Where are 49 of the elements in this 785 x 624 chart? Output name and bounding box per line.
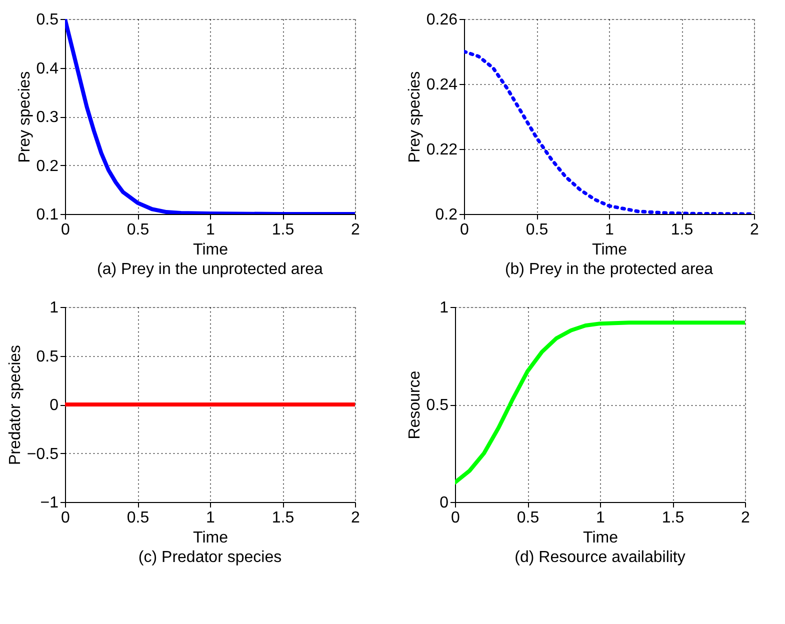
line-series [455, 320, 745, 484]
y-tick-label: 0.1 [36, 206, 59, 224]
y-tick-label: 0.2 [435, 206, 458, 224]
y-tick-label: 1 [50, 300, 59, 316]
x-tick-label: 2 [741, 510, 750, 526]
x-tick-label: 2 [750, 222, 760, 238]
x-tick-label: 1.5 [670, 222, 694, 238]
x-tick-label: 0.5 [516, 510, 540, 526]
y-axis-title: Predator species [6, 344, 24, 466]
y-tick-label: 0 [440, 494, 449, 512]
y-tick-label: 0.24 [426, 76, 458, 94]
x-tick-label: 2 [351, 222, 360, 238]
y-tick-label: 0.22 [426, 142, 458, 158]
x-axis-title: Time [193, 530, 228, 546]
y-tick-label: 0.26 [426, 12, 458, 28]
x-tick-label: 1.5 [272, 222, 294, 238]
y-tick-label: 0.5 [36, 12, 59, 28]
y-tick-label: 0.2 [36, 158, 59, 175]
x-tick-label: 1 [605, 222, 614, 238]
y-tick-label: 0.4 [36, 60, 59, 78]
y-tick-label: −1 [40, 494, 59, 512]
text: (b) Prey in the protected area [504, 261, 714, 278]
x-tick-label: 1 [206, 510, 216, 526]
text: (d) Resource availability [514, 549, 686, 566]
y-axis-title: Prey species [406, 71, 424, 163]
x-axis-title: Time [193, 242, 228, 258]
x-tick-label: 0 [460, 222, 470, 238]
x-tick-label: 1 [206, 222, 216, 238]
y-axis-title: Resource [406, 370, 424, 440]
x-tick-label: 0 [61, 510, 70, 526]
y-tick-label: 1 [440, 300, 449, 316]
x-tick-label: 0.5 [126, 222, 150, 238]
x-axis-title: Time [583, 530, 618, 546]
y-tick-label: −0.5 [26, 446, 59, 463]
text: (c) Predator species [138, 549, 282, 566]
x-tick-label: 1 [596, 510, 606, 526]
y-tick-label: 0 [50, 397, 59, 414]
x-axis-title: Time [592, 242, 628, 258]
x-tick-label: 1.5 [662, 510, 684, 526]
x-tick-label: 0.5 [126, 510, 150, 526]
x-tick-label: 1.5 [272, 510, 294, 526]
y-tick-label: 0.5 [426, 397, 449, 414]
y-tick-label: 0.5 [36, 348, 59, 366]
x-tick-label: 0 [61, 222, 70, 238]
text: (a) Prey in the unprotected area [97, 261, 324, 278]
y-axis-title: Prey species [16, 71, 34, 163]
x-tick-label: 2 [351, 510, 360, 526]
x-tick-label: 0.5 [526, 222, 548, 238]
y-tick-label: 0.3 [36, 109, 59, 126]
